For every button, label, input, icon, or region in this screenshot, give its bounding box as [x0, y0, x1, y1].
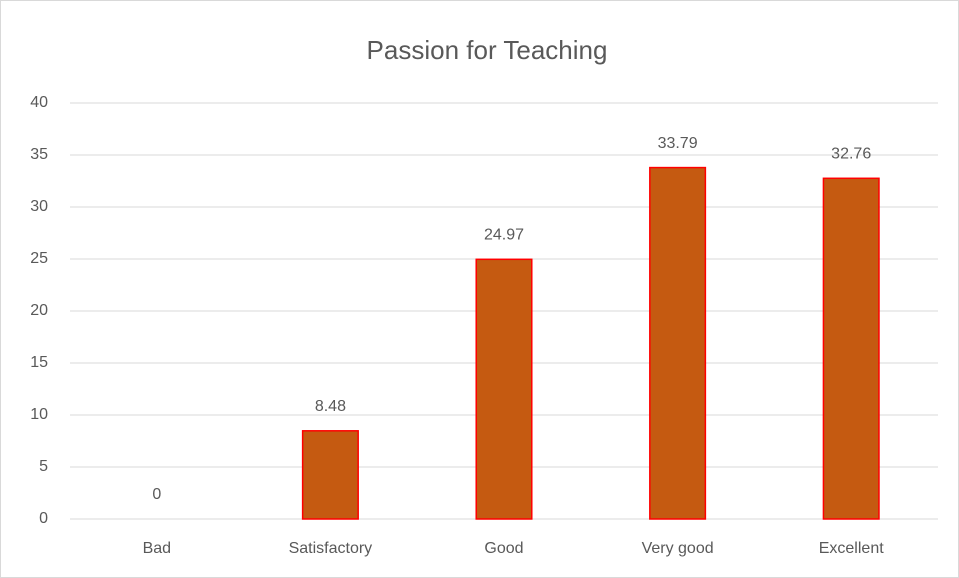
x-tick-label: Bad	[143, 540, 171, 557]
y-tick-label: 35	[30, 146, 48, 163]
bar	[822, 177, 880, 520]
data-label: 8.48	[315, 398, 346, 415]
data-label: 33.79	[658, 135, 698, 152]
y-tick-label: 40	[30, 94, 48, 111]
bar	[475, 258, 533, 520]
chart-title: Passion for Teaching	[367, 35, 608, 65]
x-tick-label: Good	[484, 540, 523, 557]
y-tick-label: 5	[39, 458, 48, 475]
bar	[301, 430, 359, 520]
y-tick-label: 10	[30, 406, 48, 423]
y-tick-label: 20	[30, 302, 48, 319]
x-tick-label: Satisfactory	[289, 540, 373, 557]
data-label: 24.97	[484, 227, 524, 244]
y-tick-label: 0	[39, 510, 48, 527]
bar	[649, 166, 707, 520]
y-tick-label: 25	[30, 250, 48, 267]
y-tick-label: 15	[30, 354, 48, 371]
data-label: 32.76	[831, 146, 871, 163]
data-label: 0	[152, 486, 161, 503]
x-tick-label: Very good	[642, 540, 714, 557]
y-tick-label: 30	[30, 198, 48, 215]
x-tick-label: Excellent	[819, 540, 884, 557]
